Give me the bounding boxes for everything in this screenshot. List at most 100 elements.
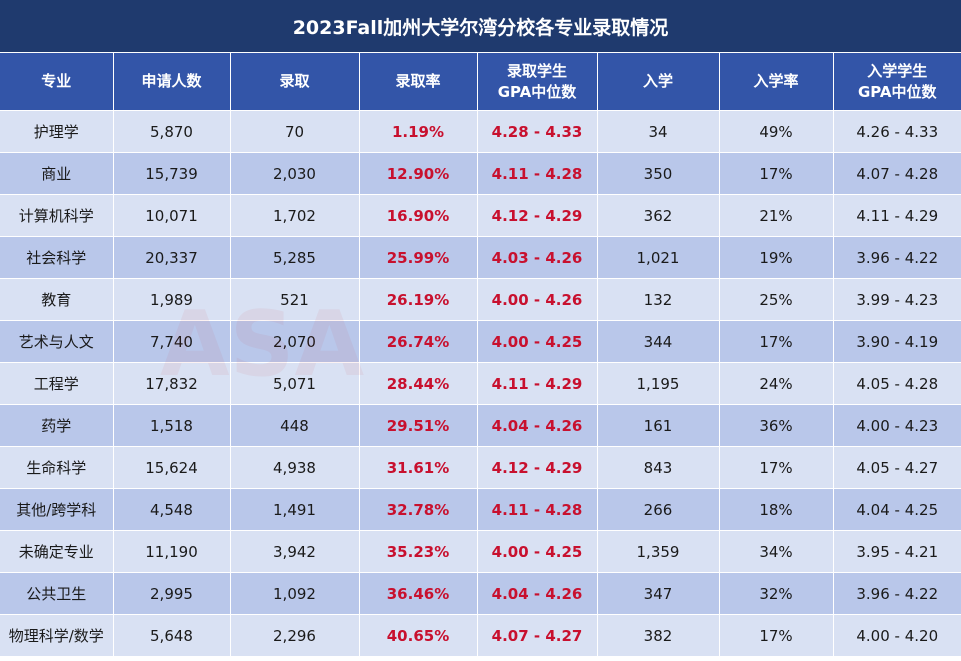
cell-admit-gpa: 4.28 - 4.33 [477,110,598,153]
cell-admitted: 2,030 [230,152,360,195]
cell-enrolled: 34 [597,110,720,153]
cell-admit-gpa: 4.00 - 4.25 [477,320,598,363]
cell-enroll-gpa: 4.05 - 4.27 [833,446,961,489]
table-row: 社会科学 20,337 5,285 25.99% 4.03 - 4.26 1,021 19%… [0,236,961,279]
cell-admit-rate: 40.65% [359,614,478,656]
cell-major: 药学 [0,404,114,447]
cell-admit-gpa: 4.12 - 4.29 [477,194,598,237]
header-admit-gpa: 录取学生 GPA中位数 [477,53,598,111]
cell-applicants: 17,832 [113,362,231,405]
cell-applicants: 15,624 [113,446,231,489]
table-row: 工程学 17,832 5,071 28.44% 4.11 - 4.29 1,195 24% 4… [0,362,961,405]
cell-enroll-rate: 24% [719,362,834,405]
cell-applicants: 20,337 [113,236,231,279]
table-row: 药学 1,518 448 29.51% 4.04 - 4.26 161 36% 4.00 - … [0,404,961,447]
cell-enrolled: 362 [597,194,720,237]
cell-applicants: 1,518 [113,404,231,447]
cell-enrolled: 266 [597,488,720,531]
cell-enroll-rate: 19% [719,236,834,279]
cell-applicants: 5,648 [113,614,231,656]
header-enroll-rate: 入学率 [719,53,834,111]
header-admit-gpa-line1: 录取学生 [506,61,567,80]
cell-enroll-rate: 36% [719,404,834,447]
cell-enroll-gpa: 3.96 - 4.22 [833,572,961,615]
cell-applicants: 10,071 [113,194,231,237]
cell-admit-gpa: 4.12 - 4.29 [477,446,598,489]
cell-enrolled: 132 [597,278,720,321]
cell-enroll-gpa: 4.05 - 4.28 [833,362,961,405]
cell-enroll-gpa: 4.26 - 4.33 [833,110,961,153]
cell-admitted: 5,285 [230,236,360,279]
cell-enroll-rate: 32% [719,572,834,615]
cell-applicants: 15,739 [113,152,231,195]
cell-enrolled: 1,195 [597,362,720,405]
cell-admit-rate: 26.19% [359,278,478,321]
cell-admit-gpa: 4.00 - 4.26 [477,278,598,321]
cell-major: 公共卫生 [0,572,114,615]
cell-admitted: 448 [230,404,360,447]
cell-applicants: 7,740 [113,320,231,363]
cell-major: 护理学 [0,110,114,153]
cell-admit-gpa: 4.04 - 4.26 [477,572,598,615]
cell-enrolled: 843 [597,446,720,489]
cell-enrolled: 350 [597,152,720,195]
header-applicants: 申请人数 [113,53,231,111]
cell-enroll-rate: 25% [719,278,834,321]
cell-enroll-rate: 17% [719,446,834,489]
cell-enroll-rate: 18% [719,488,834,531]
cell-admitted: 521 [230,278,360,321]
cell-admit-rate: 16.90% [359,194,478,237]
cell-major: 商业 [0,152,114,195]
header-enroll-gpa: 入学学生 GPA中位数 [833,53,961,111]
cell-enroll-gpa: 4.00 - 4.20 [833,614,961,656]
header-admit-rate: 录取率 [359,53,478,111]
table-title: 2023Fall加州大学尔湾分校各专业录取情况 [0,0,961,53]
cell-enroll-rate: 49% [719,110,834,153]
cell-admitted: 1,491 [230,488,360,531]
table-row: 生命科学 15,624 4,938 31.61% 4.12 - 4.29 843 17% 4.… [0,446,961,489]
cell-enroll-gpa: 3.90 - 4.19 [833,320,961,363]
table-row: 商业 15,739 2,030 12.90% 4.11 - 4.28 350 17% 4.07… [0,152,961,195]
cell-admit-rate: 25.99% [359,236,478,279]
cell-enroll-gpa: 4.07 - 4.28 [833,152,961,195]
cell-admit-rate: 31.61% [359,446,478,489]
cell-admit-gpa: 4.07 - 4.27 [477,614,598,656]
cell-enroll-rate: 17% [719,152,834,195]
cell-enroll-gpa: 4.04 - 4.25 [833,488,961,531]
cell-admit-gpa: 4.11 - 4.28 [477,152,598,195]
cell-applicants: 11,190 [113,530,231,573]
cell-enrolled: 382 [597,614,720,656]
cell-enroll-gpa: 3.95 - 4.21 [833,530,961,573]
admission-table: 专业 申请人数 录取 录取率 录取学生 GPA中位数 入学 入学率 入学学生 G… [0,53,961,656]
table-row: 公共卫生 2,995 1,092 36.46% 4.04 - 4.26 347 32% 3.9… [0,572,961,615]
cell-admit-gpa: 4.11 - 4.28 [477,488,598,531]
header-admit-gpa-line2: GPA中位数 [497,82,577,101]
table-row: 计算机科学 10,071 1,702 16.90% 4.12 - 4.29 362 21% 4… [0,194,961,237]
cell-admitted: 1,702 [230,194,360,237]
cell-admit-rate: 35.23% [359,530,478,573]
cell-admit-rate: 1.19% [359,110,478,153]
table-row: 其他/跨学科 4,548 1,491 32.78% 4.11 - 4.28 266 18% 4… [0,488,961,531]
cell-enrolled: 1,359 [597,530,720,573]
cell-enrolled: 347 [597,572,720,615]
cell-major: 物理科学/数学 [0,614,114,656]
table-row: 教育 1,989 521 26.19% 4.00 - 4.26 132 25% 3.99 - … [0,278,961,321]
cell-admitted: 70 [230,110,360,153]
cell-admitted: 1,092 [230,572,360,615]
cell-admit-gpa: 4.04 - 4.26 [477,404,598,447]
table-header-row: 专业 申请人数 录取 录取率 录取学生 GPA中位数 入学 入学率 入学学生 G… [0,53,961,111]
cell-applicants: 5,870 [113,110,231,153]
header-admitted: 录取 [230,53,360,111]
cell-enroll-gpa: 4.00 - 4.23 [833,404,961,447]
cell-admit-rate: 32.78% [359,488,478,531]
cell-enroll-rate: 34% [719,530,834,573]
cell-admit-rate: 28.44% [359,362,478,405]
cell-admit-rate: 36.46% [359,572,478,615]
cell-major: 计算机科学 [0,194,114,237]
cell-admitted: 5,071 [230,362,360,405]
cell-major: 教育 [0,278,114,321]
table-row: 护理学 5,870 70 1.19% 4.28 - 4.33 34 49% 4.26 - 4.… [0,110,961,153]
cell-enrolled: 344 [597,320,720,363]
cell-enroll-rate: 17% [719,320,834,363]
